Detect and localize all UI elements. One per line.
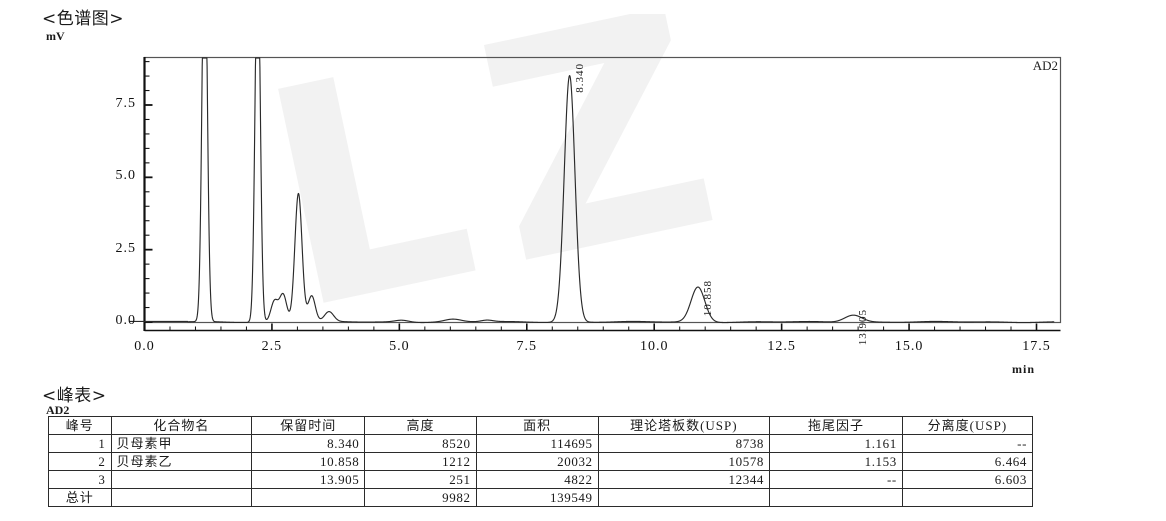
table-cell-tailing: 1.161	[769, 434, 903, 453]
table-cell-rt: 8.340	[251, 434, 366, 453]
table-body: 1 贝母素甲 8.340 8520 114695 8738 1.161 -- 2 贝母素乙 10.8…	[48, 434, 1034, 507]
y-axis-unit-label: mV	[46, 29, 65, 43]
table-header-cell: 分离度(USP)	[901, 416, 1034, 435]
table-cell-tailing: 1.153	[769, 452, 903, 471]
table-cell-height: 251	[364, 470, 477, 489]
table-cell-height: 8520	[364, 434, 477, 453]
table-cell-area: 114695	[475, 434, 599, 453]
x-tick-label: 7.5	[516, 339, 538, 354]
y-tick-label: 0.0	[115, 313, 136, 328]
table-cell-name: 贝母素乙	[110, 452, 253, 471]
x-tick-label: 10.0	[639, 339, 669, 354]
detector-label-chart: AD2	[1032, 58, 1058, 73]
table-row: 2 贝母素乙 10.858 1212 20032 10578 1.153 6.464	[48, 452, 1034, 471]
table-cell-area: 4822	[475, 470, 599, 489]
table-total-cell	[597, 488, 771, 507]
trace-line	[128, 57, 1055, 324]
table-cell-resolution: --	[901, 434, 1034, 453]
table-total-cell: 9982	[364, 488, 477, 507]
peak-label: 10.858	[701, 280, 714, 317]
peak-label: 13.905	[857, 309, 870, 346]
chromatogram-trace	[128, 57, 1055, 324]
table-header-cell: 保留时间	[251, 416, 366, 435]
table-total-cell	[769, 488, 903, 507]
table-cell-no: 3	[48, 470, 112, 489]
table-header-cell: 理论塔板数(USP)	[597, 416, 771, 435]
table-total-cell: 139549	[475, 488, 599, 507]
x-axis-unit-label: min	[1012, 362, 1036, 376]
table-cell-rt: 10.858	[251, 452, 366, 471]
chromatogram-svg	[128, 56, 1062, 332]
table-cell-no: 2	[48, 452, 112, 471]
x-tick-label: 17.5	[1022, 339, 1051, 354]
table-total-cell	[901, 488, 1034, 507]
table-header-row: 峰号 化合物名 保留时间 高度 面积 理论塔板数(USP) 拖尾因子 分离度(USP)	[48, 416, 1034, 435]
table-cell-height: 1212	[364, 452, 477, 471]
x-tick-label: 2.5	[261, 339, 283, 354]
x-tick-label: 15.0	[894, 339, 924, 354]
table-header-cell: 化合物名	[110, 416, 253, 435]
peak-label: 8.340	[573, 63, 586, 94]
table-row: 3 13.905 251 4822 12344 -- 6.603	[48, 470, 1034, 489]
table-header-cell: 高度	[364, 416, 477, 435]
x-tick-label: 12.5	[767, 339, 796, 354]
peak-table-detector-label: AD2	[46, 403, 70, 417]
table-total-row: 总计 9982 139549	[48, 488, 1034, 507]
table-cell-plates: 12344	[597, 470, 771, 489]
x-tick-label: 5.0	[389, 339, 410, 354]
table-total-cell	[251, 488, 366, 507]
y-tick-label: 7.5	[115, 96, 136, 111]
table-cell-plates: 10578	[597, 452, 771, 471]
chromatogram-title: <色谱图>	[42, 9, 124, 29]
table-cell-name: 贝母素甲	[110, 434, 253, 453]
table-total-cell	[110, 488, 253, 507]
table-header-cell: 面积	[475, 416, 599, 435]
table-cell-resolution: 6.464	[901, 452, 1034, 471]
peak-table-title: <峰表>	[42, 386, 107, 406]
table-total-cell: 总计	[48, 488, 112, 507]
table-cell-name	[110, 470, 253, 489]
table-cell-plates: 8738	[597, 434, 771, 453]
chromatogram-plot: LZ AD2 0.0 2.5 5.0 7.5 10.0 12.5 15.0 17.5 0.0 2.…	[115, 14, 1062, 376]
axis-ticks	[143, 61, 1038, 331]
x-tick-label: 0.0	[134, 339, 155, 354]
peak-table: 峰号 化合物名 保留时间 高度 面积 理论塔板数(USP) 拖尾因子 分离度(USP) 1 贝母…	[48, 416, 1034, 507]
table-cell-area: 20032	[475, 452, 599, 471]
table-cell-resolution: 6.603	[901, 470, 1034, 489]
y-tick-label: 2.5	[115, 240, 136, 256]
table-header-cell: 峰号	[48, 416, 112, 435]
y-tick-label: 5.0	[115, 168, 136, 184]
table-cell-tailing: --	[769, 470, 903, 489]
plot-frame	[143, 56, 1062, 324]
table-cell-no: 1	[48, 434, 112, 453]
table-cell-rt: 13.905	[251, 470, 366, 489]
table-header-cell: 拖尾因子	[769, 416, 903, 435]
table-row: 1 贝母素甲 8.340 8520 114695 8738 1.161 --	[48, 434, 1034, 453]
